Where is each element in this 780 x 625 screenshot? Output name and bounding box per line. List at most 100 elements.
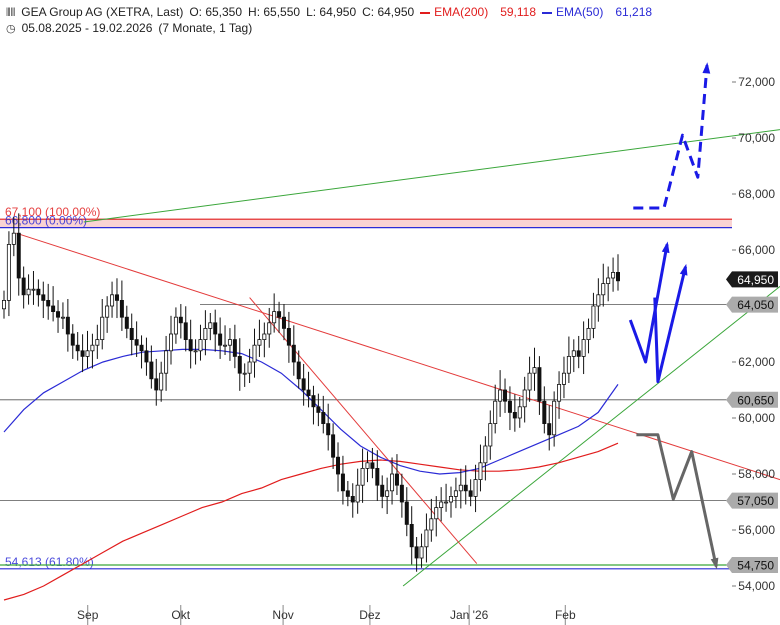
y-tick-label: 68,000 (738, 187, 775, 201)
instrument-info-line: ⫴⫴ GEA Group AG (XETRA, Last) O: 65,350 H: … (6, 5, 658, 20)
candle-body (173, 316, 178, 335)
open-value: O: 65,350 (189, 5, 243, 19)
upper-channel-line (83, 129, 780, 223)
candle-body (360, 467, 365, 486)
x-tick-label: Okt (171, 608, 190, 622)
price-badge-label: 54,750 (737, 559, 774, 573)
candle-body (414, 546, 419, 559)
candle-body (571, 350, 576, 357)
low-value: L: 64,950 (306, 5, 357, 19)
candle-body (144, 350, 149, 363)
candle-body (164, 350, 169, 374)
price-badge-label: 60,650 (737, 393, 774, 407)
candle-body (291, 344, 296, 363)
ema50-swatch (542, 11, 553, 14)
candle-body (301, 378, 306, 391)
candle-body (100, 316, 105, 341)
candle-body (286, 327, 291, 346)
forecast-arrow-gray-head (710, 557, 719, 570)
candle-body (498, 389, 503, 402)
candle-body (183, 322, 188, 340)
candle-body (458, 484, 463, 492)
y-tick-label: 60,000 (738, 411, 775, 425)
y-tick-label: 66,000 (738, 243, 775, 257)
candle-body (6, 243, 11, 301)
candle-body (36, 288, 41, 296)
fib-level-label: 66,800 (0.00%) (5, 214, 87, 228)
candle-body (169, 333, 174, 352)
ema50-legend[interactable]: EMA(50) (542, 5, 609, 19)
candle-body (385, 490, 390, 497)
candle-body (262, 333, 267, 340)
ema200-label: EMA(200) (434, 5, 489, 19)
price-badge (726, 296, 778, 313)
candle-body (134, 339, 139, 346)
candle-body (70, 333, 75, 346)
price-badge-label: 57,050 (737, 494, 774, 508)
ema-lines (3, 348, 619, 601)
candle-body (601, 283, 606, 296)
candle-body (517, 406, 522, 419)
fib-level-label: 67,100 (100.00%) (5, 205, 100, 219)
candle-body (350, 495, 355, 503)
candle-body (247, 361, 252, 374)
candle-body (616, 271, 621, 282)
candle-body (493, 400, 498, 425)
candle-body (340, 473, 345, 492)
candle-body (129, 327, 134, 340)
candles (2, 213, 621, 572)
candle-body (95, 339, 100, 346)
candle-body (596, 294, 601, 307)
forecast-arrow-blue-2-head (679, 263, 688, 276)
candle-body (473, 479, 478, 497)
candle-body (503, 389, 508, 402)
candle-body (409, 524, 414, 548)
fib-level-label: 54,613 (61.80%) (5, 555, 94, 569)
candle-body (606, 277, 611, 284)
time-axis[interactable]: Sep Okt Nov Dez Jan '26 Feb (77, 605, 576, 625)
candle-body (566, 355, 571, 374)
x-tick-label: Nov (272, 608, 293, 622)
forecast-arrow-dashed-head (702, 62, 711, 74)
y-tick-label: 72,000 (738, 75, 775, 89)
ema200-legend[interactable]: EMA(200) (420, 5, 494, 19)
x-tick-label: Dez (359, 608, 380, 622)
candle-body (355, 484, 360, 503)
candle-body (434, 507, 439, 520)
candle-body (419, 546, 424, 559)
candle-body (21, 277, 26, 296)
price-axis[interactable]: 54,00056,00058,00060,00062,00064,00066,0… (732, 75, 775, 593)
candle-body (75, 344, 80, 352)
candle-body (257, 339, 262, 346)
candle-body (223, 344, 228, 347)
candle-body (281, 316, 286, 329)
candle-body (507, 400, 512, 413)
candle-body (321, 411, 326, 424)
candle-body (26, 288, 31, 296)
candle-body (375, 467, 380, 486)
ema200-line (3, 442, 619, 601)
candle-body (296, 361, 301, 380)
price-badge-label: 64,950 (737, 273, 774, 287)
candle-body (105, 305, 110, 318)
candle-body (124, 316, 129, 329)
candle-body (51, 305, 56, 312)
candle-body (576, 350, 581, 357)
forecast-arrows (628, 62, 719, 570)
candle-body (11, 232, 16, 245)
candle-body (439, 501, 444, 508)
forecast-arrow-blue-1 (628, 244, 669, 364)
candle-body (306, 389, 311, 396)
y-tick-label: 70,000 (738, 131, 775, 145)
date-range: 05.08.2025 - 19.02.2026 (21, 21, 153, 35)
candle-body (478, 462, 483, 480)
rising-support-line (402, 286, 780, 587)
candle-body (110, 294, 115, 307)
candle-body (85, 350, 90, 357)
candlestick-chart-icon[interactable]: ⫴⫴ (6, 7, 16, 19)
candle-body (404, 501, 409, 525)
candle-body (60, 316, 65, 319)
price-badge (726, 271, 778, 288)
candle-body (532, 367, 537, 374)
